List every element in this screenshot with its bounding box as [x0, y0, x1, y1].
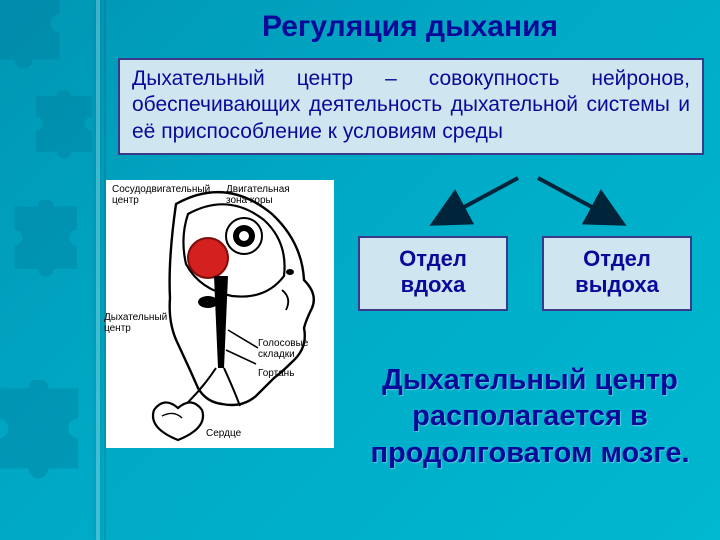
dept-exhalation-box: Отдел выдоха — [542, 236, 692, 311]
puzzle-icon — [30, 90, 100, 160]
split-arrows — [388, 174, 668, 228]
puzzle-icon — [8, 200, 86, 278]
definition-term: Дыхательный центр — [132, 67, 353, 90]
label-vasomotor: Сосудодвигательный центр — [112, 184, 202, 206]
label-vocal-folds: Голосовые складки — [258, 338, 324, 360]
label-larynx: Гортань — [258, 368, 318, 379]
label-heart: Сердце — [206, 428, 266, 439]
side-divider — [96, 0, 100, 540]
dept-inhalation-box: Отдел вдоха — [358, 236, 508, 311]
dept-exhalation-label: Отдел выдоха — [575, 246, 659, 297]
page-title: Регуляция дыхания — [130, 10, 690, 44]
puzzle-icon — [0, 0, 70, 70]
definition-box: Дыхательный центр – совокупность нейроно… — [118, 58, 704, 155]
conclusion-text: Дыхательный центр располагается в продол… — [350, 362, 710, 471]
label-resp-center: Дыхательный центр — [104, 312, 176, 334]
dept-inhalation-label: Отдел вдоха — [399, 246, 467, 297]
puzzle-icon — [0, 380, 90, 480]
brain-illustration: Сосудодвигательный центр Двигательная зо… — [106, 180, 334, 448]
label-motor-zone: Двигательная зона коры — [226, 184, 306, 206]
